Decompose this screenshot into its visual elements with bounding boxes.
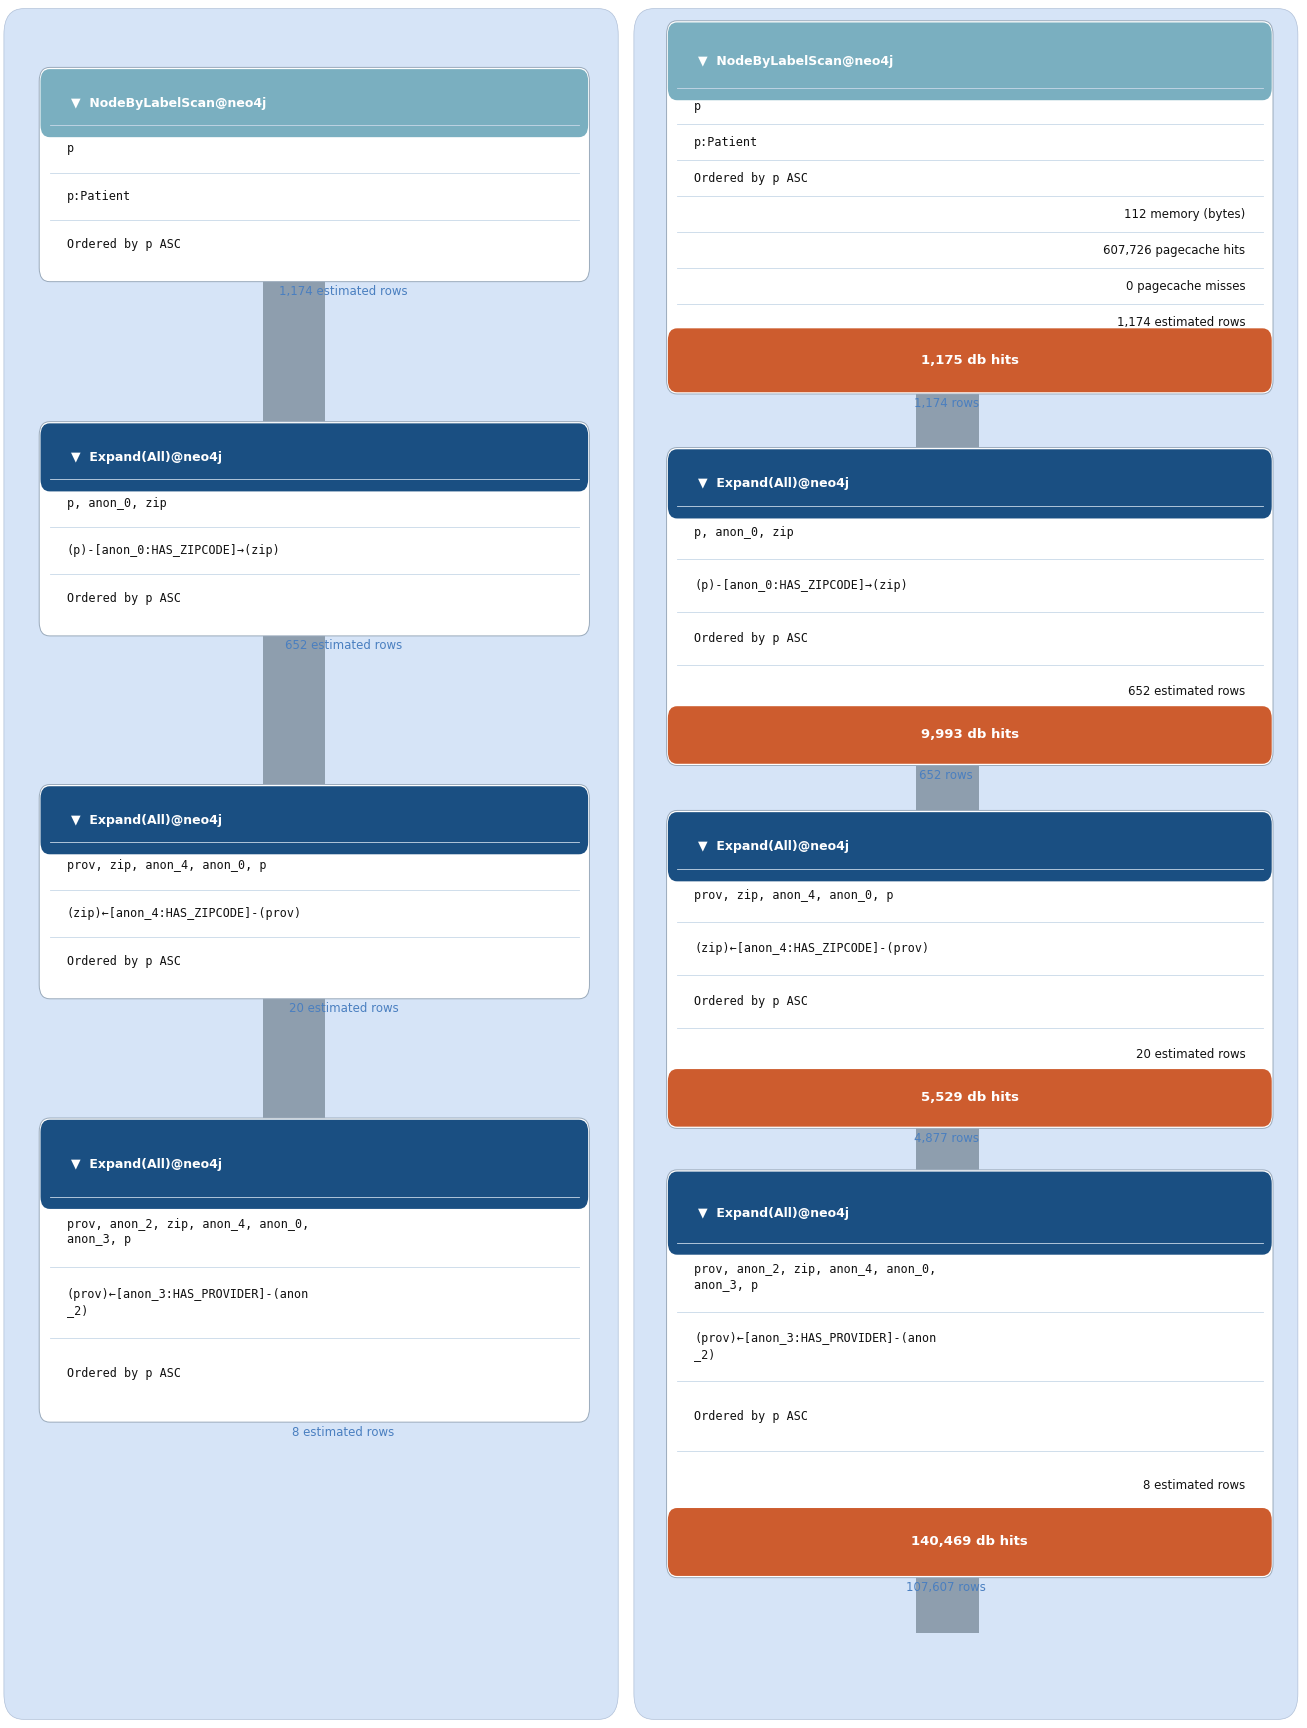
Text: p:Patient: p:Patient	[694, 137, 758, 149]
FancyBboxPatch shape	[39, 422, 589, 636]
FancyBboxPatch shape	[668, 707, 1272, 764]
Text: 140,469 db hits: 140,469 db hits	[911, 1536, 1029, 1548]
Text: 652 estimated rows: 652 estimated rows	[285, 639, 403, 653]
FancyBboxPatch shape	[4, 9, 618, 1719]
FancyBboxPatch shape	[668, 449, 1272, 518]
Text: 652 estimated rows: 652 estimated rows	[1128, 686, 1246, 698]
Text: 20 estimated rows: 20 estimated rows	[289, 1002, 399, 1016]
Text: prov, anon_2, zip, anon_4, anon_0,
anon_3, p: prov, anon_2, zip, anon_4, anon_0, anon_…	[67, 1218, 308, 1246]
Text: (p)-[anon_0:HAS_ZIPCODE]→(zip): (p)-[anon_0:HAS_ZIPCODE]→(zip)	[694, 579, 908, 593]
Text: (zip)←[anon_4:HAS_ZIPCODE]-(prov): (zip)←[anon_4:HAS_ZIPCODE]-(prov)	[67, 907, 302, 919]
Text: (p)-[anon_0:HAS_ZIPCODE]→(zip): (p)-[anon_0:HAS_ZIPCODE]→(zip)	[67, 544, 281, 556]
Text: 1,174 rows: 1,174 rows	[914, 397, 979, 411]
Text: p, anon_0, zip: p, anon_0, zip	[694, 527, 793, 539]
Text: Ordered by p ASC: Ordered by p ASC	[694, 171, 808, 185]
Text: 20 estimated rows: 20 estimated rows	[1136, 1049, 1246, 1061]
FancyBboxPatch shape	[667, 1170, 1273, 1578]
Bar	[916, 380, 979, 461]
Text: Ordered by p ASC: Ordered by p ASC	[67, 954, 180, 968]
Text: ▼  NodeByLabelScan@neo4j: ▼ NodeByLabelScan@neo4j	[698, 55, 893, 67]
Text: ▼  Expand(All)@neo4j: ▼ Expand(All)@neo4j	[698, 477, 850, 491]
FancyBboxPatch shape	[667, 448, 1273, 766]
Text: Ordered by p ASC: Ordered by p ASC	[694, 632, 808, 645]
Text: Ordered by p ASC: Ordered by p ASC	[67, 1367, 180, 1379]
Text: 5,529 db hits: 5,529 db hits	[921, 1092, 1018, 1104]
FancyBboxPatch shape	[634, 9, 1298, 1719]
FancyBboxPatch shape	[39, 785, 589, 999]
Text: 607,726 pagecache hits: 607,726 pagecache hits	[1103, 244, 1246, 257]
Text: (prov)←[anon_3:HAS_PROVIDER]-(anon
_2): (prov)←[anon_3:HAS_PROVIDER]-(anon _2)	[67, 1289, 308, 1317]
Text: Ordered by p ASC: Ordered by p ASC	[694, 995, 808, 1007]
Text: (zip)←[anon_4:HAS_ZIPCODE]-(prov): (zip)←[anon_4:HAS_ZIPCODE]-(prov)	[694, 942, 929, 956]
Text: ▼  NodeByLabelScan@neo4j: ▼ NodeByLabelScan@neo4j	[71, 97, 265, 109]
Text: p: p	[67, 142, 73, 156]
Text: 1,174 estimated rows: 1,174 estimated rows	[1117, 316, 1246, 328]
Text: prov, zip, anon_4, anon_0, p: prov, zip, anon_4, anon_0, p	[67, 859, 267, 873]
FancyBboxPatch shape	[668, 1509, 1272, 1576]
Text: p, anon_0, zip: p, anon_0, zip	[67, 496, 166, 510]
FancyBboxPatch shape	[39, 1118, 589, 1422]
Text: ▼  Expand(All)@neo4j: ▼ Expand(All)@neo4j	[71, 1158, 222, 1172]
Text: prov, zip, anon_4, anon_0, p: prov, zip, anon_4, anon_0, p	[694, 890, 894, 902]
Text: ▼  Expand(All)@neo4j: ▼ Expand(All)@neo4j	[698, 1206, 850, 1220]
Text: Ordered by p ASC: Ordered by p ASC	[694, 1410, 808, 1422]
FancyBboxPatch shape	[668, 812, 1272, 881]
Bar	[916, 752, 979, 843]
FancyBboxPatch shape	[41, 69, 588, 137]
Text: Ordered by p ASC: Ordered by p ASC	[67, 237, 180, 251]
Text: 8 estimated rows: 8 estimated rows	[293, 1426, 395, 1439]
Text: 1,175 db hits: 1,175 db hits	[921, 354, 1018, 366]
FancyBboxPatch shape	[667, 810, 1273, 1128]
Text: p:Patient: p:Patient	[67, 190, 131, 202]
Bar	[916, 1564, 979, 1633]
FancyBboxPatch shape	[41, 423, 588, 491]
Text: 4,877 rows: 4,877 rows	[914, 1132, 979, 1146]
FancyBboxPatch shape	[668, 22, 1272, 100]
FancyBboxPatch shape	[39, 67, 589, 282]
Text: 0 pagecache misses: 0 pagecache misses	[1125, 280, 1246, 292]
Text: 8 estimated rows: 8 estimated rows	[1144, 1479, 1246, 1491]
Text: (prov)←[anon_3:HAS_PROVIDER]-(anon
_2): (prov)←[anon_3:HAS_PROVIDER]-(anon _2)	[694, 1332, 936, 1362]
Text: 107,607 rows: 107,607 rows	[907, 1581, 987, 1595]
FancyBboxPatch shape	[41, 1120, 588, 1210]
FancyBboxPatch shape	[41, 786, 588, 854]
Text: ▼  Expand(All)@neo4j: ▼ Expand(All)@neo4j	[71, 451, 222, 463]
Bar	[916, 1115, 979, 1201]
Text: 112 memory (bytes): 112 memory (bytes)	[1124, 207, 1246, 221]
Text: 1,174 estimated rows: 1,174 estimated rows	[280, 285, 408, 299]
Bar	[263, 985, 325, 1132]
FancyBboxPatch shape	[668, 1172, 1272, 1255]
FancyBboxPatch shape	[668, 328, 1272, 392]
Bar	[263, 622, 325, 798]
Text: Ordered by p ASC: Ordered by p ASC	[67, 591, 180, 605]
Text: ▼  Expand(All)@neo4j: ▼ Expand(All)@neo4j	[71, 814, 222, 826]
Bar	[263, 268, 325, 435]
Text: p: p	[694, 100, 701, 112]
FancyBboxPatch shape	[668, 1070, 1272, 1127]
Text: ▼  Expand(All)@neo4j: ▼ Expand(All)@neo4j	[698, 840, 850, 854]
Text: 652 rows: 652 rows	[920, 769, 974, 783]
FancyBboxPatch shape	[667, 21, 1273, 394]
Text: 9,993 db hits: 9,993 db hits	[920, 729, 1019, 741]
Text: prov, anon_2, zip, anon_4, anon_0,
anon_3, p: prov, anon_2, zip, anon_4, anon_0, anon_…	[694, 1263, 936, 1291]
